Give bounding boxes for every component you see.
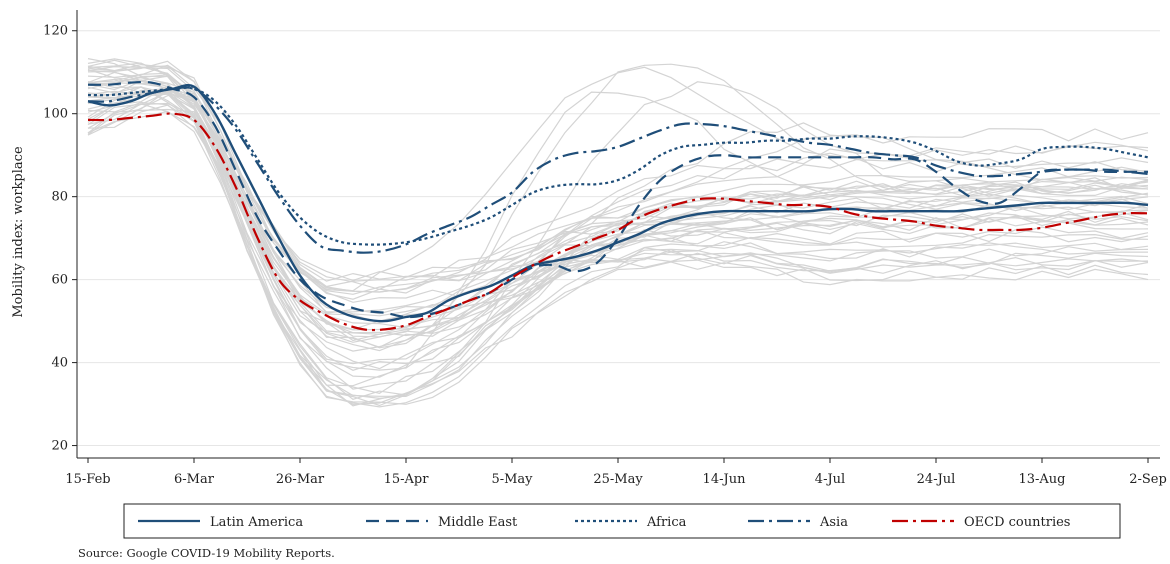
- country-line: [87, 86, 1149, 387]
- x-tick-label: 24-Jul: [917, 472, 956, 487]
- country-line: [87, 93, 1149, 370]
- x-tick-label: 15-Feb: [65, 472, 110, 487]
- y-tick-label: 60: [51, 273, 68, 288]
- country-line: [87, 63, 1149, 352]
- x-tick-label: 13-Aug: [1018, 472, 1065, 487]
- legend-label: Latin America: [210, 515, 303, 530]
- country-line: [87, 62, 1149, 300]
- country-line: [87, 103, 1149, 400]
- series-lines: [87, 80, 1149, 332]
- country-line: [87, 58, 1149, 342]
- country-line: [87, 59, 1149, 335]
- x-tick-label: 15-Apr: [384, 472, 430, 487]
- y-tick-label: 40: [51, 356, 68, 371]
- country-line: [87, 71, 1149, 324]
- country-line: [87, 91, 1149, 315]
- x-tick-label: 4-Jul: [815, 472, 845, 487]
- series-line-latin-america: [87, 83, 1149, 323]
- legend-label: Africa: [646, 515, 687, 530]
- y-ticks: 20 40 60 80 100 120: [43, 24, 77, 454]
- country-line: [87, 79, 1149, 378]
- x-tick-label: 25-May: [593, 472, 643, 487]
- country-line: [87, 69, 1149, 338]
- x-tick-label: 6-Mar: [174, 472, 215, 487]
- legend-label: Middle East: [438, 515, 518, 530]
- y-tick-label: 100: [43, 107, 68, 122]
- y-axis-title: Mobility index: workplace: [11, 146, 26, 318]
- country-line: [87, 101, 1149, 406]
- x-tick-label: 2-Sep: [1129, 472, 1167, 487]
- series-line-asia: [87, 86, 1149, 254]
- x-tick-label: 26-Mar: [276, 472, 325, 487]
- country-line: [87, 60, 1149, 291]
- source-note: Source: Google COVID-19 Mobility Reports…: [78, 546, 335, 560]
- y-tick-label: 20: [51, 439, 68, 454]
- legend: Latin America Middle East Africa Asia OECD c…: [123, 503, 1121, 539]
- country-line: [87, 90, 1149, 352]
- y-tick-label: 80: [51, 190, 68, 205]
- y-tick-label: 120: [43, 24, 68, 39]
- legend-label: OECD countries: [964, 515, 1070, 530]
- country-line: [87, 110, 1149, 405]
- country-line: [87, 72, 1149, 329]
- x-tick-label: 5-May: [491, 472, 533, 487]
- x-ticks: 15-Feb 6-Mar 26-Mar 15-Apr 5-May 25-May 14-Jun…: [65, 458, 1167, 487]
- series-line-africa: [87, 86, 1149, 246]
- x-tick-label: 14-Jun: [703, 472, 747, 487]
- country-line: [87, 66, 1149, 292]
- series-line-oecd-countries: [87, 112, 1149, 332]
- legend-label: Asia: [819, 515, 848, 530]
- country-lines: [87, 58, 1149, 408]
